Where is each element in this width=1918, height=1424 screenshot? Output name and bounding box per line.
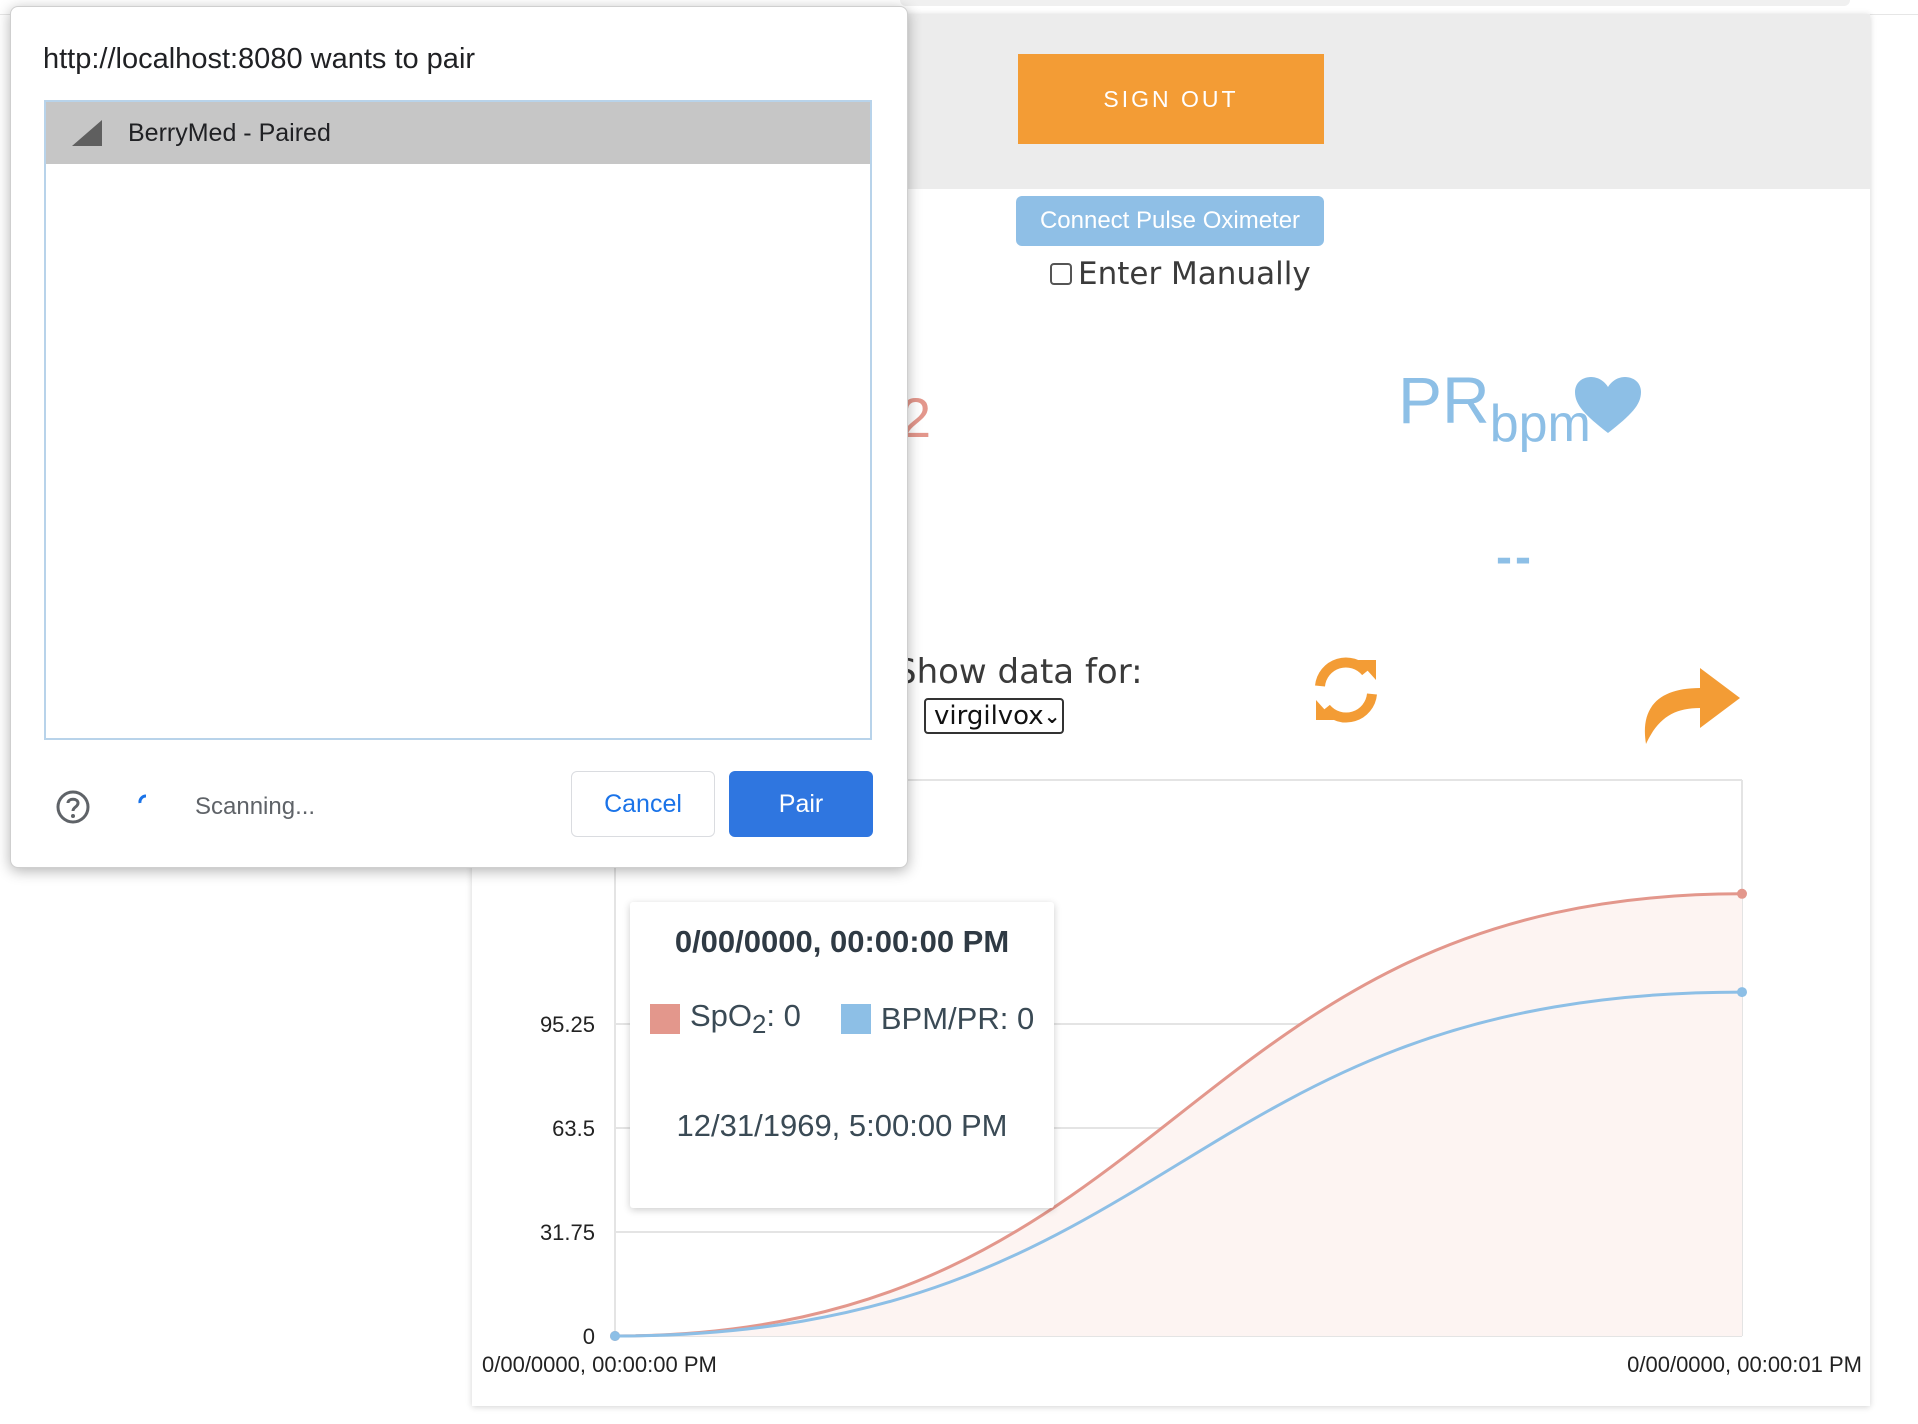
- help-icon[interactable]: [55, 789, 91, 825]
- data-point: [610, 1331, 620, 1341]
- dialog-title: http://localhost:8080 wants to pair: [43, 43, 476, 75]
- y-tick-label: 95.25: [540, 1012, 595, 1037]
- heart-icon: [1575, 377, 1641, 433]
- pr-value: --: [1496, 531, 1534, 584]
- x-tick-label: 0/00/0000, 00:00:01 PM: [1627, 1352, 1862, 1377]
- pair-button[interactable]: Pair: [729, 771, 873, 837]
- pr-label-main: PR: [1398, 363, 1490, 437]
- spo2-swatch: [650, 1004, 680, 1035]
- user-select-value: virgilvox: [934, 701, 1044, 731]
- cancel-button[interactable]: Cancel: [571, 771, 715, 837]
- series-line-0: [614, 892, 1743, 1338]
- tooltip-title: 0/00/0000, 00:00:00 PM: [674, 924, 1010, 959]
- show-data-for-label: Show data for:: [895, 652, 1143, 692]
- device-name: BerryMed - Paired: [128, 118, 331, 147]
- spinner-icon: [138, 794, 147, 804]
- series-line-1: [614, 990, 1743, 1338]
- chart-tooltip: 0/00/0000, 00:00:00 PM SpO2: 0 BPM/PR: 0…: [630, 902, 1054, 1208]
- enter-manually-row[interactable]: Enter Manually: [1050, 254, 1311, 294]
- tooltip-spo2-label: SpO: [690, 998, 753, 1033]
- y-tick-label: 63.5: [552, 1116, 595, 1141]
- sign-out-button[interactable]: SIGN OUT: [1018, 54, 1324, 144]
- y-tick-label: 0: [583, 1324, 595, 1349]
- x-tick-label: 0/00/0000, 00:00:00 PM: [482, 1352, 717, 1377]
- refresh-icon[interactable]: [1308, 652, 1384, 728]
- bpm-swatch: [840, 1004, 871, 1035]
- enter-manually-checkbox[interactable]: [1050, 263, 1072, 285]
- data-point: [1737, 987, 1747, 998]
- chevron-down-icon: ⌄: [1043, 704, 1061, 728]
- address-bar-fragment: [900, 0, 1850, 6]
- user-select[interactable]: virgilvox ⌄: [924, 698, 1064, 734]
- connect-pulse-oximeter-button[interactable]: Connect Pulse Oximeter: [1016, 196, 1324, 246]
- pr-label-unit: bpm: [1489, 395, 1591, 453]
- pr-label: PRbpm: [1398, 362, 1591, 453]
- signal-icon: [72, 120, 102, 146]
- scanning-status: Scanning...: [195, 793, 316, 820]
- device-list: BerryMed - Paired: [44, 100, 872, 740]
- bluetooth-pair-dialog: http://localhost:8080 wants to pair Berr…: [10, 6, 908, 868]
- y-tick-label: 31.75: [540, 1220, 595, 1245]
- tooltip-footer: 12/31/1969, 5:00:00 PM: [676, 1108, 1008, 1143]
- tooltip-spo2-value: : 0: [766, 998, 801, 1033]
- data-point: [1737, 888, 1747, 899]
- device-list-item[interactable]: BerryMed - Paired: [46, 102, 870, 164]
- tooltip-spo2: SpO2: 0: [690, 998, 801, 1040]
- tooltip-legend-row: SpO2: 0 BPM/PR: 0: [650, 998, 1034, 1040]
- enter-manually-label: Enter Manually: [1078, 256, 1311, 292]
- tooltip-spo2-sub: 2: [752, 1011, 767, 1040]
- tooltip-bpm: BPM/PR: 0: [880, 1001, 1035, 1037]
- share-arrow-icon[interactable]: [1640, 656, 1742, 746]
